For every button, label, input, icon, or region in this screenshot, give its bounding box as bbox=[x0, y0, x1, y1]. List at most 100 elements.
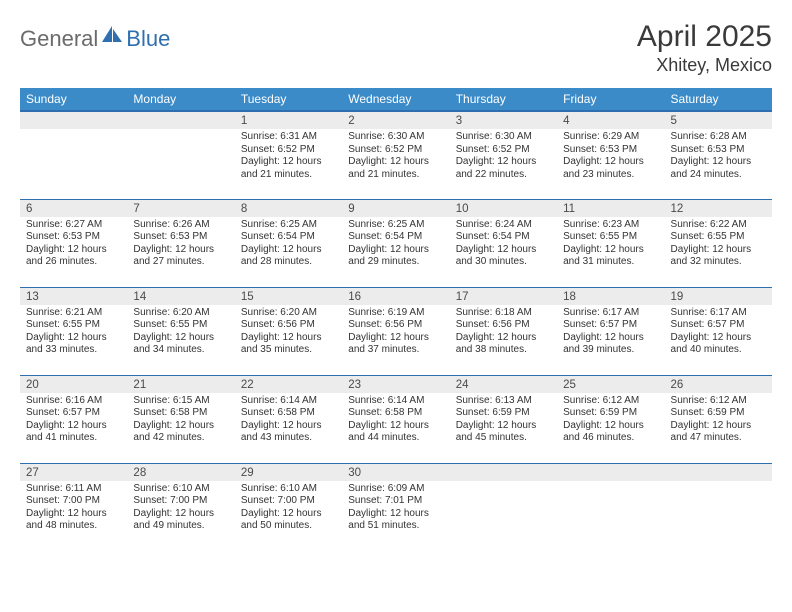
day-number: 12 bbox=[665, 199, 772, 217]
calendar-day-cell: 21Sunrise: 6:15 AMSunset: 6:58 PMDayligh… bbox=[127, 375, 234, 463]
day-number: 15 bbox=[235, 287, 342, 305]
day-detail-line: Sunrise: 6:12 AM bbox=[563, 395, 658, 408]
calendar-week-row: 13Sunrise: 6:21 AMSunset: 6:55 PMDayligh… bbox=[20, 287, 772, 375]
day-details: Sunrise: 6:22 AMSunset: 6:55 PMDaylight:… bbox=[665, 217, 772, 273]
dow-thursday: Thursday bbox=[450, 88, 557, 111]
day-detail-line: Sunrise: 6:27 AM bbox=[26, 219, 121, 232]
calendar-day-cell bbox=[665, 463, 772, 551]
day-detail-line: Sunrise: 6:26 AM bbox=[133, 219, 228, 232]
day-detail-line: Daylight: 12 hours and 24 minutes. bbox=[671, 156, 766, 181]
day-details: Sunrise: 6:31 AMSunset: 6:52 PMDaylight:… bbox=[235, 129, 342, 185]
day-details: Sunrise: 6:14 AMSunset: 6:58 PMDaylight:… bbox=[342, 393, 449, 449]
day-details: Sunrise: 6:30 AMSunset: 6:52 PMDaylight:… bbox=[450, 129, 557, 185]
day-detail-line: Sunrise: 6:20 AM bbox=[133, 307, 228, 320]
day-detail-line: Sunrise: 6:30 AM bbox=[456, 131, 551, 144]
day-detail-line: Daylight: 12 hours and 45 minutes. bbox=[456, 420, 551, 445]
calendar-day-cell: 11Sunrise: 6:23 AMSunset: 6:55 PMDayligh… bbox=[557, 199, 664, 287]
day-detail-line: Sunrise: 6:17 AM bbox=[563, 307, 658, 320]
day-number: 23 bbox=[342, 375, 449, 393]
day-detail-line: Daylight: 12 hours and 46 minutes. bbox=[563, 420, 658, 445]
day-detail-line: Sunset: 6:55 PM bbox=[26, 319, 121, 332]
calendar-week-row: 6Sunrise: 6:27 AMSunset: 6:53 PMDaylight… bbox=[20, 199, 772, 287]
day-detail-line: Sunrise: 6:17 AM bbox=[671, 307, 766, 320]
day-detail-line: Sunrise: 6:16 AM bbox=[26, 395, 121, 408]
day-details: Sunrise: 6:24 AMSunset: 6:54 PMDaylight:… bbox=[450, 217, 557, 273]
calendar-day-cell: 16Sunrise: 6:19 AMSunset: 6:56 PMDayligh… bbox=[342, 287, 449, 375]
day-detail-line: Daylight: 12 hours and 29 minutes. bbox=[348, 244, 443, 269]
day-number: 7 bbox=[127, 199, 234, 217]
day-detail-line: Sunset: 6:56 PM bbox=[456, 319, 551, 332]
day-details: Sunrise: 6:27 AMSunset: 6:53 PMDaylight:… bbox=[20, 217, 127, 273]
day-detail-line: Sunset: 6:58 PM bbox=[133, 407, 228, 420]
day-detail-line: Sunrise: 6:19 AM bbox=[348, 307, 443, 320]
day-detail-line: Sunrise: 6:12 AM bbox=[671, 395, 766, 408]
day-detail-line: Sunrise: 6:31 AM bbox=[241, 131, 336, 144]
calendar-day-cell: 7Sunrise: 6:26 AMSunset: 6:53 PMDaylight… bbox=[127, 199, 234, 287]
day-detail-line: Sunrise: 6:10 AM bbox=[241, 483, 336, 496]
day-detail-line: Daylight: 12 hours and 21 minutes. bbox=[241, 156, 336, 181]
title-block: April 2025 Xhitey, Mexico bbox=[637, 20, 772, 76]
day-detail-line: Sunrise: 6:18 AM bbox=[456, 307, 551, 320]
dow-sunday: Sunday bbox=[20, 88, 127, 111]
day-details: Sunrise: 6:25 AMSunset: 6:54 PMDaylight:… bbox=[342, 217, 449, 273]
day-number: 17 bbox=[450, 287, 557, 305]
day-number bbox=[127, 111, 234, 129]
calendar-day-cell bbox=[20, 111, 127, 199]
day-details: Sunrise: 6:19 AMSunset: 6:56 PMDaylight:… bbox=[342, 305, 449, 361]
day-number: 8 bbox=[235, 199, 342, 217]
day-detail-line: Daylight: 12 hours and 22 minutes. bbox=[456, 156, 551, 181]
calendar-day-cell: 25Sunrise: 6:12 AMSunset: 6:59 PMDayligh… bbox=[557, 375, 664, 463]
day-detail-line: Sunset: 6:57 PM bbox=[671, 319, 766, 332]
calendar-day-cell: 22Sunrise: 6:14 AMSunset: 6:58 PMDayligh… bbox=[235, 375, 342, 463]
brand-logo: General Blue bbox=[20, 26, 170, 52]
day-details bbox=[557, 481, 664, 487]
calendar-day-cell: 8Sunrise: 6:25 AMSunset: 6:54 PMDaylight… bbox=[235, 199, 342, 287]
calendar-day-cell: 27Sunrise: 6:11 AMSunset: 7:00 PMDayligh… bbox=[20, 463, 127, 551]
day-details bbox=[665, 481, 772, 487]
dow-monday: Monday bbox=[127, 88, 234, 111]
day-number: 22 bbox=[235, 375, 342, 393]
day-detail-line: Daylight: 12 hours and 23 minutes. bbox=[563, 156, 658, 181]
day-details bbox=[20, 129, 127, 135]
day-details: Sunrise: 6:12 AMSunset: 6:59 PMDaylight:… bbox=[665, 393, 772, 449]
day-detail-line: Sunset: 6:53 PM bbox=[26, 231, 121, 244]
day-detail-line: Sunset: 6:59 PM bbox=[456, 407, 551, 420]
calendar-day-cell: 13Sunrise: 6:21 AMSunset: 6:55 PMDayligh… bbox=[20, 287, 127, 375]
calendar-day-cell: 10Sunrise: 6:24 AMSunset: 6:54 PMDayligh… bbox=[450, 199, 557, 287]
calendar-day-cell bbox=[450, 463, 557, 551]
day-detail-line: Daylight: 12 hours and 50 minutes. bbox=[241, 508, 336, 533]
calendar-day-cell: 30Sunrise: 6:09 AMSunset: 7:01 PMDayligh… bbox=[342, 463, 449, 551]
day-number bbox=[450, 463, 557, 481]
day-detail-line: Sunrise: 6:25 AM bbox=[348, 219, 443, 232]
day-detail-line: Sunset: 6:58 PM bbox=[241, 407, 336, 420]
day-number: 14 bbox=[127, 287, 234, 305]
day-details: Sunrise: 6:11 AMSunset: 7:00 PMDaylight:… bbox=[20, 481, 127, 537]
calendar-week-row: 20Sunrise: 6:16 AMSunset: 6:57 PMDayligh… bbox=[20, 375, 772, 463]
day-detail-line: Sunset: 7:00 PM bbox=[133, 495, 228, 508]
day-number: 13 bbox=[20, 287, 127, 305]
day-details: Sunrise: 6:15 AMSunset: 6:58 PMDaylight:… bbox=[127, 393, 234, 449]
calendar-day-cell bbox=[557, 463, 664, 551]
day-details: Sunrise: 6:16 AMSunset: 6:57 PMDaylight:… bbox=[20, 393, 127, 449]
day-detail-line: Daylight: 12 hours and 41 minutes. bbox=[26, 420, 121, 445]
day-number bbox=[665, 463, 772, 481]
day-detail-line: Sunrise: 6:20 AM bbox=[241, 307, 336, 320]
day-detail-line: Sunrise: 6:23 AM bbox=[563, 219, 658, 232]
day-detail-line: Sunset: 6:57 PM bbox=[563, 319, 658, 332]
calendar-day-cell: 14Sunrise: 6:20 AMSunset: 6:55 PMDayligh… bbox=[127, 287, 234, 375]
day-detail-line: Sunset: 6:52 PM bbox=[348, 144, 443, 157]
location-label: Xhitey, Mexico bbox=[637, 55, 772, 76]
day-detail-line: Daylight: 12 hours and 26 minutes. bbox=[26, 244, 121, 269]
day-detail-line: Daylight: 12 hours and 35 minutes. bbox=[241, 332, 336, 357]
day-details: Sunrise: 6:14 AMSunset: 6:58 PMDaylight:… bbox=[235, 393, 342, 449]
day-number: 18 bbox=[557, 287, 664, 305]
day-number: 9 bbox=[342, 199, 449, 217]
day-detail-line: Daylight: 12 hours and 42 minutes. bbox=[133, 420, 228, 445]
day-detail-line: Daylight: 12 hours and 37 minutes. bbox=[348, 332, 443, 357]
brand-sail-icon bbox=[102, 26, 124, 49]
day-detail-line: Sunrise: 6:25 AM bbox=[241, 219, 336, 232]
day-number: 28 bbox=[127, 463, 234, 481]
day-detail-line: Sunrise: 6:30 AM bbox=[348, 131, 443, 144]
day-details: Sunrise: 6:12 AMSunset: 6:59 PMDaylight:… bbox=[557, 393, 664, 449]
day-detail-line: Daylight: 12 hours and 30 minutes. bbox=[456, 244, 551, 269]
